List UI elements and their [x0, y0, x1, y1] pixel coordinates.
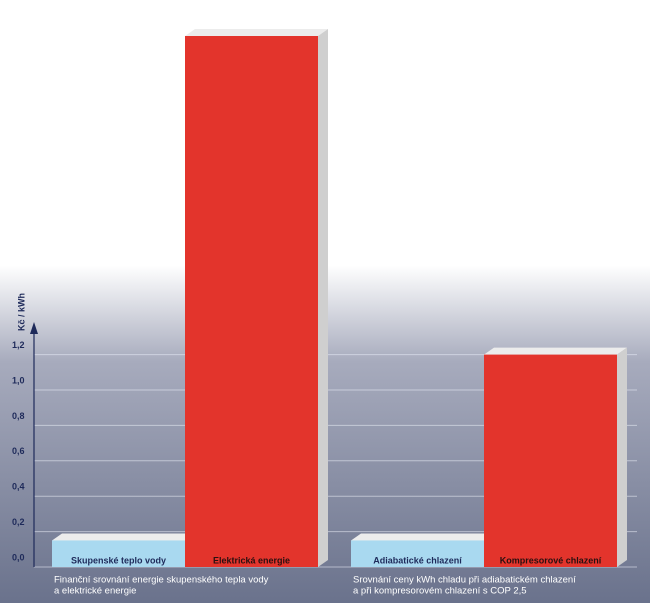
group-caption: a elektrické energie	[54, 586, 136, 597]
bar-side-face	[617, 347, 627, 567]
bars	[52, 29, 627, 567]
bar	[52, 540, 185, 567]
y-tick-label: 0,0	[12, 552, 25, 562]
group-caption: Srovnání ceny kWh chladu při adiabatické…	[353, 575, 576, 586]
bar	[351, 540, 484, 567]
y-tick-label: 1,2	[12, 340, 25, 350]
bar-top-face	[484, 347, 627, 355]
y-tick-label: 0,6	[12, 446, 25, 456]
bar-label: Adiabatické chlazení	[373, 555, 462, 565]
bar	[185, 36, 318, 567]
group-caption: a při kompresorovém chlazení s COP 2,5	[353, 586, 527, 597]
y-tick-label: 0,2	[12, 517, 25, 527]
y-tick-label: 0,8	[12, 411, 25, 421]
y-tick-label: 1,0	[12, 375, 25, 385]
bar	[484, 354, 617, 567]
bar-top-face	[52, 533, 195, 541]
bar-top-face	[351, 533, 494, 541]
y-axis-label: Kč / kWh	[16, 293, 26, 331]
y-tick-label: 0,4	[12, 482, 25, 492]
labels: 0,0 0,2 0,4 0,6 0,8 1,0 1,2 Skupenské teplo vod…	[12, 340, 602, 597]
axis-arrow	[30, 322, 38, 334]
bar-label: Skupenské teplo vody	[71, 555, 166, 565]
bar-label: Kompresorové chlazení	[500, 555, 602, 565]
group-caption: Finanční srovnání energie skupenského te…	[54, 575, 269, 586]
bar-label: Elektrická energie	[213, 555, 290, 565]
bar-side-face	[318, 29, 328, 567]
bar-top-face	[185, 29, 328, 36]
